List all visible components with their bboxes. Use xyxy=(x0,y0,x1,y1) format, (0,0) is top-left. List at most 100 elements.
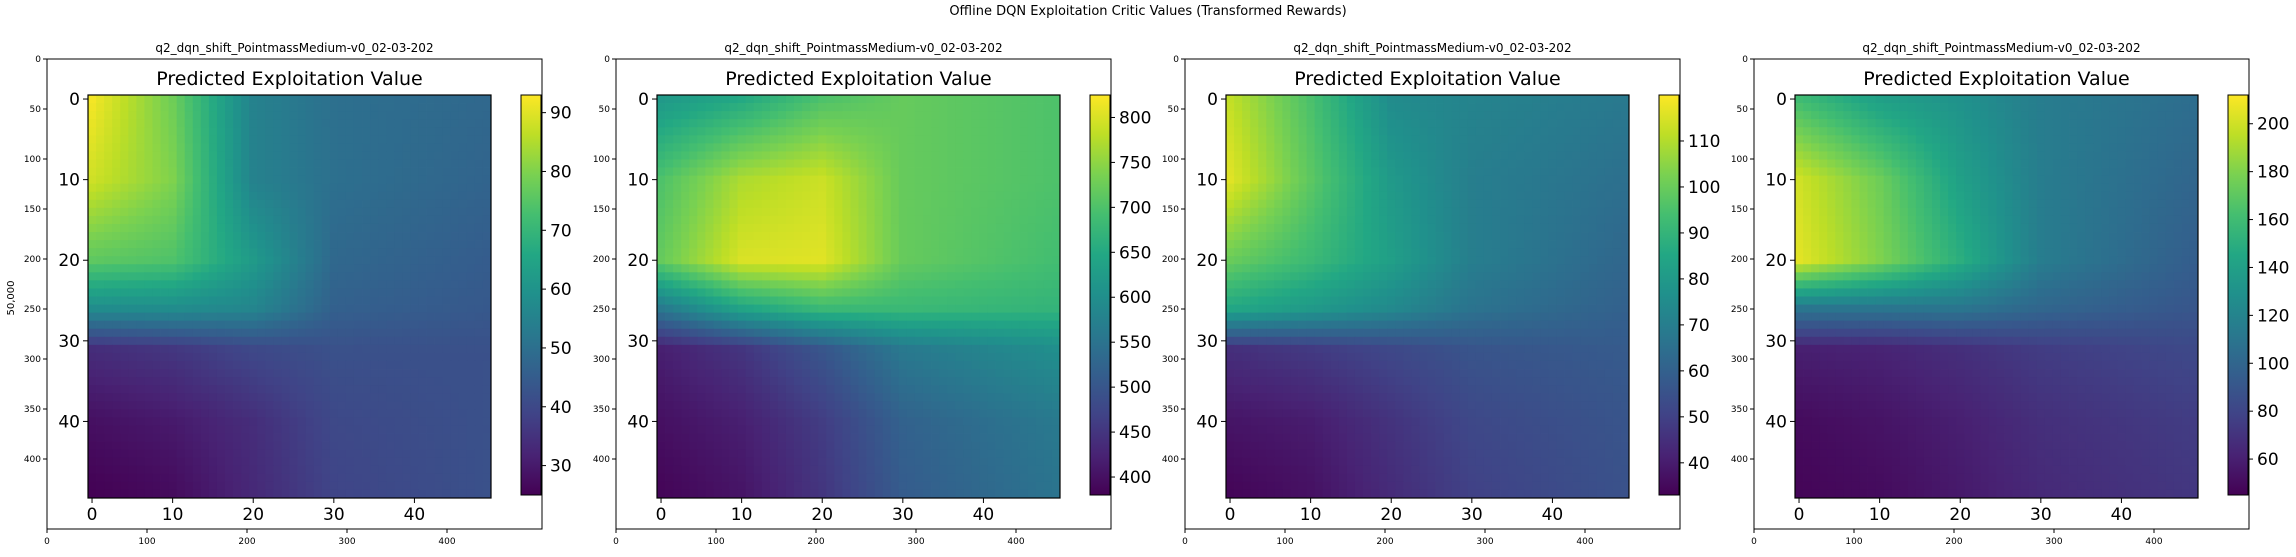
heatmap-cell xyxy=(466,409,476,418)
heatmap-cell xyxy=(402,465,411,475)
heatmap-cell xyxy=(979,159,988,168)
heatmap-cell xyxy=(313,304,323,314)
heatmap-cell xyxy=(834,240,843,249)
heatmap-cell xyxy=(818,151,827,160)
heatmap-cell xyxy=(705,103,714,112)
heatmap-cell xyxy=(257,360,266,370)
heatmap-cell xyxy=(1003,272,1013,281)
heatmap-cell xyxy=(176,288,186,297)
heatmap-cell xyxy=(273,328,282,338)
heatmap-cell xyxy=(410,95,419,104)
heatmap-cell xyxy=(826,103,835,112)
heatmap-cell xyxy=(321,264,331,273)
heatmap-cell xyxy=(104,312,113,322)
heatmap-cell xyxy=(241,167,250,176)
heatmap-cell xyxy=(176,401,186,410)
heatmap-cell xyxy=(418,151,427,160)
heatmap-cell xyxy=(289,127,298,136)
heatmap-cell xyxy=(458,312,468,322)
heatmap-cell xyxy=(1051,215,1061,225)
heatmap-cell xyxy=(160,296,169,305)
outer-y-tick-label: 200 xyxy=(24,255,41,265)
heatmap-cell xyxy=(810,352,819,362)
heatmap-cell xyxy=(729,385,738,394)
heatmap-cell xyxy=(1027,199,1037,209)
heatmap-cell xyxy=(842,167,851,176)
heatmap-cell xyxy=(313,264,323,273)
heatmap-cell xyxy=(753,401,763,410)
heatmap-cell xyxy=(434,95,444,104)
heatmap-cell xyxy=(979,207,988,217)
heatmap-cell xyxy=(458,489,468,499)
heatmap-cell xyxy=(882,393,892,402)
heatmap-cell xyxy=(665,167,674,176)
heatmap-cell xyxy=(673,336,682,346)
heatmap-cell xyxy=(353,296,363,305)
heatmap-cell xyxy=(297,320,307,330)
heatmap-cell xyxy=(200,481,210,491)
heatmap-cell xyxy=(208,119,218,128)
heatmap-cell xyxy=(378,127,387,136)
heatmap-cell xyxy=(906,240,916,249)
heatmap-cell xyxy=(305,199,315,209)
heatmap-cell xyxy=(321,489,331,499)
heatmap-cell xyxy=(971,264,980,273)
heatmap-cell xyxy=(850,135,859,144)
heatmap-cell xyxy=(233,401,242,410)
heatmap-cell xyxy=(842,304,851,314)
heatmap-cell xyxy=(689,352,698,362)
heatmap-cell xyxy=(144,296,153,305)
heatmap-cell xyxy=(305,352,315,362)
heatmap-cell xyxy=(882,465,892,475)
heatmap-cell xyxy=(410,393,419,402)
heatmap-cell xyxy=(890,95,900,104)
heatmap-cell xyxy=(939,417,948,426)
heatmap-cell xyxy=(362,143,371,152)
heatmap-cell xyxy=(890,328,900,338)
heatmap-cell xyxy=(337,119,347,128)
heatmap-cell xyxy=(458,393,468,402)
heatmap-cell xyxy=(208,183,218,193)
heatmap-cell xyxy=(713,377,722,386)
heatmap-cell xyxy=(1051,352,1061,362)
heatmap-cell xyxy=(184,272,194,281)
heatmap-cell xyxy=(321,199,331,209)
heatmap-cell xyxy=(673,111,682,120)
heatmap-cell xyxy=(160,183,169,193)
heatmap-cell xyxy=(152,288,161,297)
heatmap-cell xyxy=(88,336,97,346)
heatmap-cell xyxy=(88,223,97,233)
heatmap-cell xyxy=(729,223,738,233)
heatmap-cell xyxy=(673,344,682,354)
heatmap-cell xyxy=(402,159,411,168)
heatmap-cell xyxy=(257,167,266,176)
heatmap-cell xyxy=(426,135,435,144)
heatmap-cell xyxy=(1051,207,1061,217)
heatmap-cell xyxy=(474,336,484,346)
heatmap-cell xyxy=(418,473,427,483)
heatmap-cell xyxy=(898,232,908,241)
heatmap-cell xyxy=(136,449,145,459)
heatmap-cell xyxy=(353,377,363,386)
heatmap-cell xyxy=(466,457,476,467)
heatmap-cell xyxy=(971,457,980,467)
heatmap-cell xyxy=(442,344,452,354)
heatmap-cell xyxy=(939,240,948,249)
heatmap-cell xyxy=(971,441,980,451)
heatmap-cell xyxy=(906,360,916,370)
heatmap-cell xyxy=(378,207,387,217)
heatmap-cell xyxy=(176,207,186,217)
heatmap-cell xyxy=(955,352,964,362)
heatmap-cell xyxy=(362,127,371,136)
heatmap-cell xyxy=(689,143,698,152)
heatmap-cell xyxy=(850,425,859,434)
heatmap-cell xyxy=(713,215,722,225)
heatmap-cell xyxy=(826,336,835,346)
heatmap-cell xyxy=(697,111,706,120)
heatmap-cell xyxy=(1051,377,1061,386)
heatmap-cell xyxy=(882,207,892,217)
heatmap-cell xyxy=(939,312,948,322)
heatmap-cell xyxy=(1051,191,1061,201)
heatmap-cell xyxy=(329,433,339,442)
heatmap-cell xyxy=(995,296,1004,305)
